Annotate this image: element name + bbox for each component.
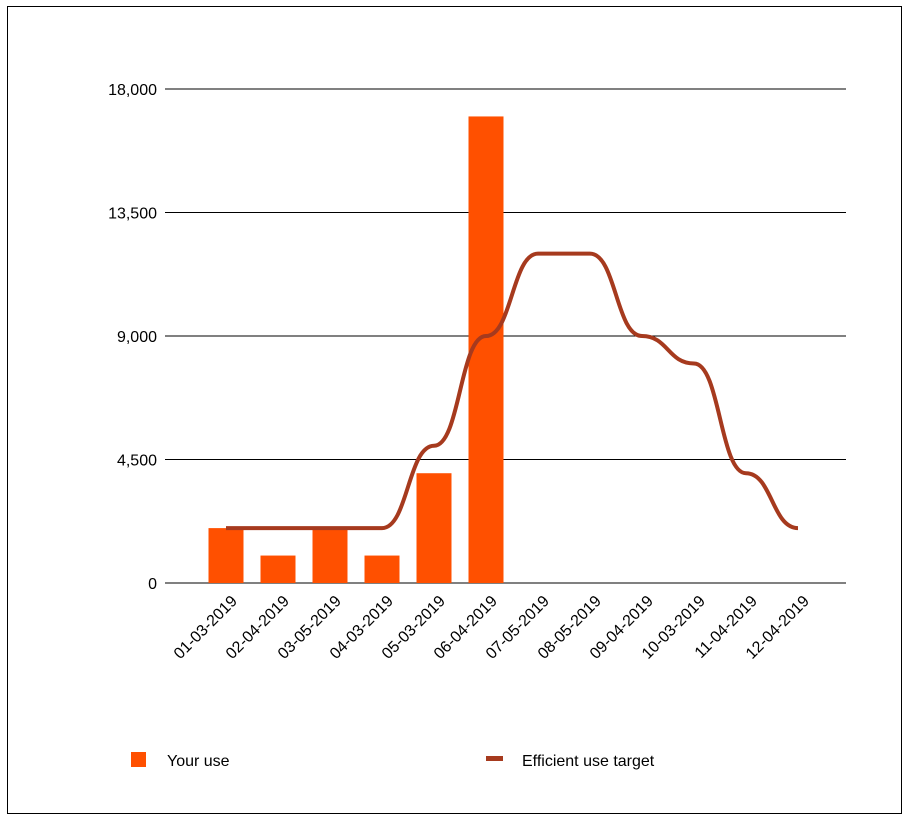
target-line [226, 251, 799, 531]
bar [260, 555, 296, 583]
bar [416, 473, 452, 583]
bar [468, 116, 504, 583]
legend-label-line: Efficient use target [522, 753, 655, 770]
lines [226, 251, 799, 531]
bar [208, 528, 244, 583]
y-tick-label: 13,500 [108, 206, 157, 223]
y-tick-labels: 0 4,500 9,000 13,500 18,000 [108, 82, 157, 593]
x-tick-labels: 01-03-201902-04-201903-05-201904-03-2019… [171, 593, 813, 663]
legend: Your use Efficient use target [131, 752, 655, 770]
y-tick-label: 0 [148, 576, 157, 593]
legend-swatch-bar [131, 752, 146, 767]
y-tick-label: 4,500 [117, 453, 157, 470]
legend-label-bar: Your use [167, 753, 230, 770]
y-tick-label: 9,000 [117, 329, 157, 346]
bars [208, 116, 504, 583]
bar [364, 555, 400, 583]
legend-swatch-line [486, 756, 503, 761]
gridlines [165, 88, 846, 584]
bar [312, 528, 348, 583]
y-tick-label: 18,000 [108, 82, 157, 99]
